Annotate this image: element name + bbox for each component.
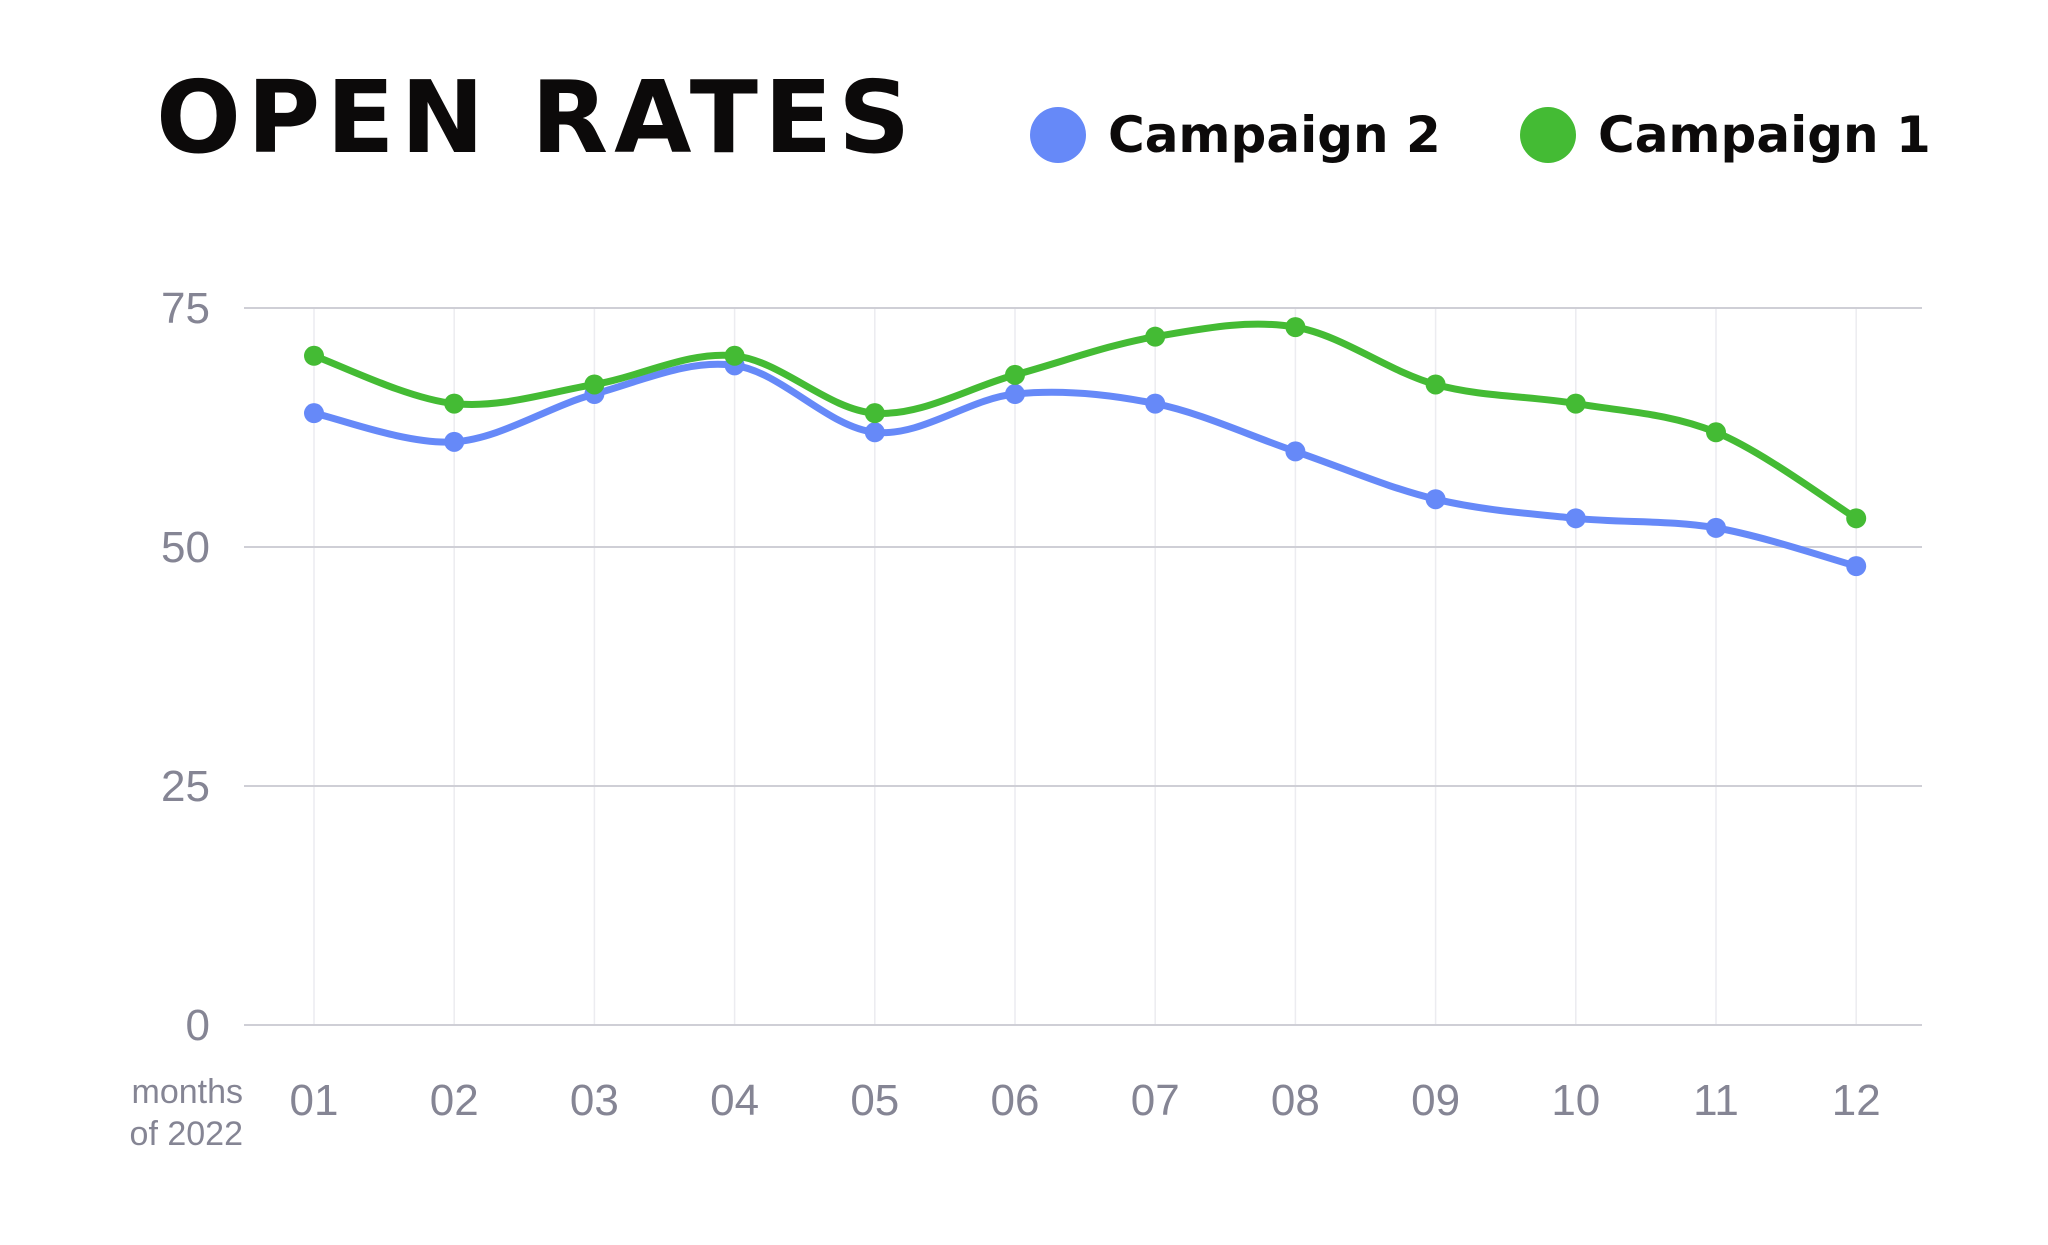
point-campaign-1-09 (1425, 374, 1446, 395)
x-tick-label-03: 03 (570, 1076, 619, 1125)
x-axis-label-line-2: of 2022 (130, 1115, 243, 1153)
point-campaign-1-07 (1145, 326, 1166, 347)
x-tick-label-02: 02 (430, 1076, 479, 1125)
x-tick-label-09: 09 (1411, 1076, 1460, 1125)
x-tick-label-12: 12 (1832, 1076, 1881, 1125)
series-line-campaign-2 (310, 360, 1860, 570)
point-campaign-1-04 (724, 345, 745, 366)
x-tick-label-10: 10 (1551, 1076, 1600, 1125)
point-campaign-1-12 (1846, 508, 1867, 529)
series-campaign-1 (304, 317, 1867, 529)
chart-title: OPEN RATES (156, 59, 917, 176)
x-tick-label-08: 08 (1271, 1076, 1320, 1125)
point-campaign-2-09 (1425, 489, 1446, 510)
series-group (304, 317, 1867, 577)
horizontal-gridlines (244, 307, 1922, 1026)
point-campaign-2-11 (1706, 517, 1726, 538)
y-axis-tick-labels: 0 25 50 75 (161, 284, 210, 1050)
point-campaign-1-01 (304, 345, 324, 366)
x-tick-label-01: 01 (290, 1076, 339, 1125)
series-line-campaign-1 (310, 320, 1860, 522)
point-campaign-1-03 (584, 374, 605, 395)
legend-item-campaign-1: Campaign 1 (1520, 100, 1931, 170)
point-campaign-1-06 (1005, 364, 1025, 385)
x-axis-label-line-1: months (132, 1073, 244, 1111)
x-tick-label-06: 06 (991, 1076, 1040, 1125)
point-campaign-2-12 (1846, 556, 1867, 577)
point-campaign-1-05 (864, 403, 885, 424)
x-axis-tick-labels: 01 02 03 04 05 06 07 08 09 10 11 12 (290, 1076, 1881, 1125)
point-campaign-2-05 (864, 422, 885, 443)
y-tick-label-25: 25 (161, 762, 210, 811)
point-campaign-2-01 (304, 403, 324, 424)
x-tick-label-11: 11 (1693, 1076, 1739, 1125)
x-tick-label-05: 05 (850, 1076, 899, 1125)
y-tick-label-0: 0 (186, 1001, 210, 1050)
x-tick-label-07: 07 (1131, 1076, 1180, 1125)
point-campaign-1-02 (444, 393, 465, 414)
point-campaign-2-08 (1285, 441, 1306, 462)
x-tick-label-04: 04 (710, 1076, 759, 1125)
series-campaign-2 (304, 355, 1867, 577)
legend-item-campaign-2: Campaign 2 (1030, 100, 1441, 170)
point-campaign-2-06 (1005, 384, 1025, 405)
point-campaign-2-02 (444, 431, 465, 452)
y-tick-label-75: 75 (161, 284, 210, 333)
legend-swatch-campaign-2 (1030, 107, 1086, 163)
legend-label-campaign-1: Campaign 1 (1598, 106, 1931, 164)
point-campaign-2-10 (1565, 508, 1586, 529)
vertical-gridlines (313, 308, 1857, 1025)
legend-swatch-campaign-1 (1520, 107, 1576, 163)
point-campaign-1-11 (1706, 422, 1726, 443)
y-tick-label-50: 50 (161, 523, 210, 572)
legend-label-campaign-2: Campaign 2 (1108, 106, 1441, 164)
point-campaign-1-08 (1285, 317, 1306, 338)
point-campaign-2-07 (1145, 393, 1166, 414)
point-campaign-1-10 (1565, 393, 1586, 414)
